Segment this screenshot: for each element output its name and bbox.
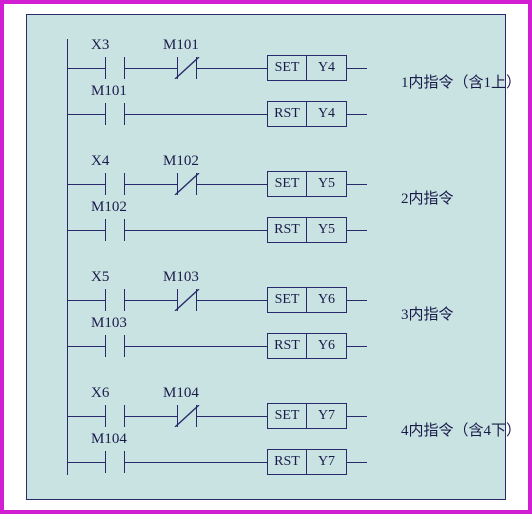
output-coil: RSTY5 [267, 217, 347, 243]
coil-device: Y6 [307, 334, 346, 358]
ladder-rung: X6M104SETY7 [67, 403, 365, 429]
contact-label: M104 [163, 386, 199, 401]
ladder-rung: X3M101SETY4 [67, 55, 365, 81]
contact-label: X6 [91, 386, 109, 401]
group-label: 4内指令（含4下） [401, 422, 521, 442]
contact-label: X5 [91, 270, 109, 285]
ladder-diagram: X3M101SETY4M101RSTY4X4M102SETY5M102RSTY5… [67, 39, 365, 475]
group-label: 3内指令 [401, 306, 454, 326]
ladder-rung: X5M103SETY6 [67, 287, 365, 313]
coil-op: RST [268, 450, 307, 474]
coil-device: Y5 [307, 172, 346, 196]
coil-op: SET [268, 288, 307, 312]
coil-device: Y7 [307, 404, 346, 428]
coil-device: Y6 [307, 288, 346, 312]
group-label: 2内指令 [401, 190, 454, 210]
coil-op: SET [268, 404, 307, 428]
ladder-group: X6M104SETY7M104RSTY7 [67, 403, 365, 525]
ladder-group: X5M103SETY6M103RSTY6 [67, 287, 365, 409]
contact-label: M103 [91, 316, 127, 331]
ladder-rung: M103RSTY6 [67, 333, 365, 359]
contact-label: X3 [91, 38, 109, 53]
ladder-group: X4M102SETY5M102RSTY5 [67, 171, 365, 293]
output-coil: SETY6 [267, 287, 347, 313]
contact-label: M102 [163, 154, 199, 169]
ladder-rung: M102RSTY5 [67, 217, 365, 243]
ladder-rung: X4M102SETY5 [67, 171, 365, 197]
group-label: 1内指令（含1上） [401, 74, 521, 94]
inner-frame: X3M101SETY4M101RSTY4X4M102SETY5M102RSTY5… [26, 14, 506, 500]
ladder-group: X3M101SETY4M101RSTY4 [67, 55, 365, 177]
output-coil: RSTY4 [267, 101, 347, 127]
output-coil: RSTY7 [267, 449, 347, 475]
coil-device: Y5 [307, 218, 346, 242]
coil-op: SET [268, 56, 307, 80]
ladder-rung: M101RSTY4 [67, 101, 365, 127]
contact-label: X4 [91, 154, 109, 169]
contact-label: M103 [163, 270, 199, 285]
coil-device: Y7 [307, 450, 346, 474]
coil-device: Y4 [307, 102, 346, 126]
contact-label: M102 [91, 200, 127, 215]
contact-label: M104 [91, 432, 127, 447]
outer-frame: X3M101SETY4M101RSTY4X4M102SETY5M102RSTY5… [0, 0, 532, 514]
coil-op: RST [268, 102, 307, 126]
contact-label: M101 [163, 38, 199, 53]
coil-op: SET [268, 172, 307, 196]
output-coil: RSTY6 [267, 333, 347, 359]
output-coil: SETY5 [267, 171, 347, 197]
coil-device: Y4 [307, 56, 346, 80]
output-coil: SETY4 [267, 55, 347, 81]
contact-label: M101 [91, 84, 127, 99]
coil-op: RST [268, 218, 307, 242]
output-coil: SETY7 [267, 403, 347, 429]
ladder-rung: M104RSTY7 [67, 449, 365, 475]
coil-op: RST [268, 334, 307, 358]
